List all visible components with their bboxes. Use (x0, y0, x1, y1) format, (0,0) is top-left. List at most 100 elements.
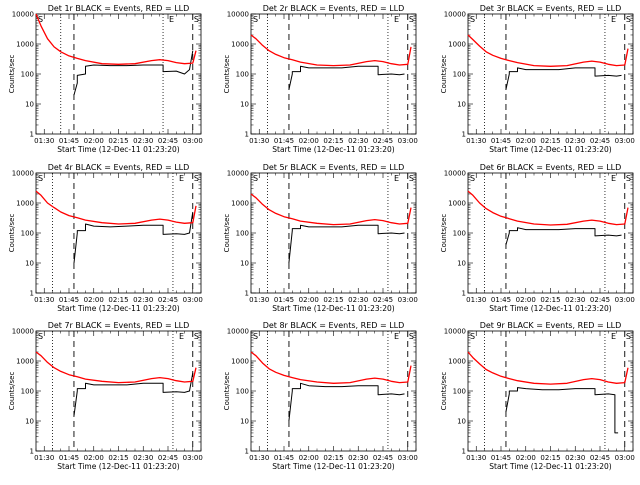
x-axis-label: Start Time (12-Dec-11 01:23:20) (272, 304, 394, 313)
series-line-lld (467, 351, 629, 385)
x-tick-label: 01:45 (491, 296, 511, 304)
marker-S-right: S (194, 174, 199, 183)
panel-title: Det 6r BLACK = Events, RED = LLD (480, 163, 622, 172)
y-tick-label: 1000 (231, 200, 249, 208)
x-tick-label: 02:00 (516, 296, 536, 304)
x-axis-label: Start Time (12-Dec-11 01:23:20) (57, 462, 179, 471)
plot-frame (467, 13, 634, 135)
series-line-lld (250, 34, 412, 67)
panel-title: Det 5r BLACK = Events, RED = LLD (263, 163, 405, 172)
x-tick-label: 02:15 (540, 454, 560, 462)
y-tick-label: 10000 (444, 170, 466, 178)
x-tick-label: 02:30 (565, 296, 585, 304)
x-axis-label: Start Time (12-Dec-11 01:23:20) (272, 462, 394, 471)
x-tick-label: 02:15 (323, 454, 343, 462)
x-tick-label: 02:45 (373, 454, 393, 462)
x-tick-label: 02:45 (590, 454, 610, 462)
panel-det-5: Det 5r BLACK = Events, RED = LLD 1 10 100 10… (223, 163, 418, 313)
panel-det-2: Det 2r BLACK = Events, RED = LLD 1 10 100 10… (223, 4, 418, 154)
series-line-events (505, 67, 622, 90)
marker-S-left: S (253, 332, 258, 341)
series-line-lld (35, 351, 197, 384)
x-tick-label: 02:30 (565, 454, 585, 462)
x-tick-label: 01:30 (34, 296, 54, 304)
y-tick-label: 1 (30, 448, 34, 456)
series-line-events (73, 50, 194, 96)
x-tick-label: 02:45 (590, 137, 610, 145)
x-tick-label: 03:00 (398, 137, 418, 145)
series-line-events (73, 211, 194, 264)
y-tick-label: 10 (25, 418, 34, 426)
marker-S-right: S (194, 15, 199, 24)
x-tick-label: 01:45 (274, 296, 294, 304)
x-tick-label: 01:30 (466, 137, 486, 145)
marker-S-left: S (470, 332, 475, 341)
y-axis-label: Counts/sec (440, 55, 448, 94)
x-tick-label: 03:00 (615, 137, 635, 145)
x-tick-label: 03:00 (183, 137, 203, 145)
x-tick-label: 03:00 (615, 454, 635, 462)
x-axis-label: Start Time (12-Dec-11 01:23:20) (489, 145, 611, 154)
y-tick-label: 1000 (16, 358, 34, 366)
y-tick-label: 1000 (16, 41, 34, 49)
y-tick-label: 10 (457, 418, 466, 426)
y-tick-label: 1 (30, 290, 34, 298)
x-tick-label: 02:15 (540, 296, 560, 304)
x-tick-label: 01:30 (34, 454, 54, 462)
x-tick-label: 02:15 (540, 137, 560, 145)
marker-S-left: S (470, 174, 475, 183)
y-axis-label: Counts/sec (223, 214, 231, 253)
y-tick-label: 10 (25, 101, 34, 109)
x-tick-label: 03:00 (615, 296, 635, 304)
y-tick-label: 1000 (231, 41, 249, 49)
y-tick-label: 1 (462, 448, 466, 456)
x-tick-label: 02:45 (158, 296, 178, 304)
x-tick-label: 02:00 (84, 454, 104, 462)
x-tick-label: 02:30 (348, 454, 368, 462)
series-line-events (288, 65, 405, 90)
marker-E: E (394, 174, 399, 183)
y-tick-label: 10 (457, 101, 466, 109)
x-axis-label: Start Time (12-Dec-11 01:23:20) (272, 145, 394, 154)
y-axis-label: Counts/sec (440, 214, 448, 253)
series-line-lld (35, 13, 197, 65)
y-axis-label: Counts/sec (8, 55, 16, 94)
y-tick-label: 10 (25, 260, 34, 268)
x-tick-label: 01:30 (34, 137, 54, 145)
series-line-events (505, 227, 622, 246)
plot-frame (467, 330, 634, 452)
x-tick-label: 02:30 (348, 137, 368, 145)
x-tick-label: 02:30 (565, 137, 585, 145)
panel-det-1: Det 1r BLACK = Events, RED = LLD 1 10 100 10… (8, 4, 203, 154)
x-tick-label: 02:30 (133, 137, 153, 145)
marker-S-right: S (409, 15, 414, 24)
y-tick-label: 10000 (444, 11, 466, 19)
x-tick-label: 01:45 (59, 296, 79, 304)
y-tick-label: 100 (21, 230, 34, 238)
x-tick-label: 01:30 (249, 137, 269, 145)
marker-E: E (394, 15, 399, 24)
y-tick-label: 1 (245, 131, 249, 139)
x-tick-label: 02:00 (84, 296, 104, 304)
y-axis-label: Counts/sec (223, 372, 231, 411)
marker-E: E (169, 15, 174, 24)
marker-S-right: S (409, 174, 414, 183)
marker-S-left: S (253, 174, 258, 183)
x-tick-label: 02:45 (158, 454, 178, 462)
y-tick-label: 10000 (12, 11, 34, 19)
plot-frame (250, 330, 417, 452)
x-axis-label: Start Time (12-Dec-11 01:23:20) (489, 304, 611, 313)
y-tick-label: 10 (457, 260, 466, 268)
y-tick-label: 100 (21, 71, 34, 79)
x-tick-label: 02:00 (299, 454, 319, 462)
x-tick-label: 02:15 (108, 296, 128, 304)
y-tick-label: 10000 (444, 328, 466, 336)
x-tick-label: 01:45 (491, 454, 511, 462)
panel-title: Det 4r BLACK = Events, RED = LLD (48, 163, 190, 172)
y-axis-label: Counts/sec (223, 55, 231, 94)
x-tick-label: 01:30 (466, 454, 486, 462)
panel-det-6: Det 6r BLACK = Events, RED = LLD 1 10 100 10… (440, 163, 635, 313)
x-tick-label: 02:00 (516, 454, 536, 462)
y-tick-label: 10000 (227, 170, 249, 178)
